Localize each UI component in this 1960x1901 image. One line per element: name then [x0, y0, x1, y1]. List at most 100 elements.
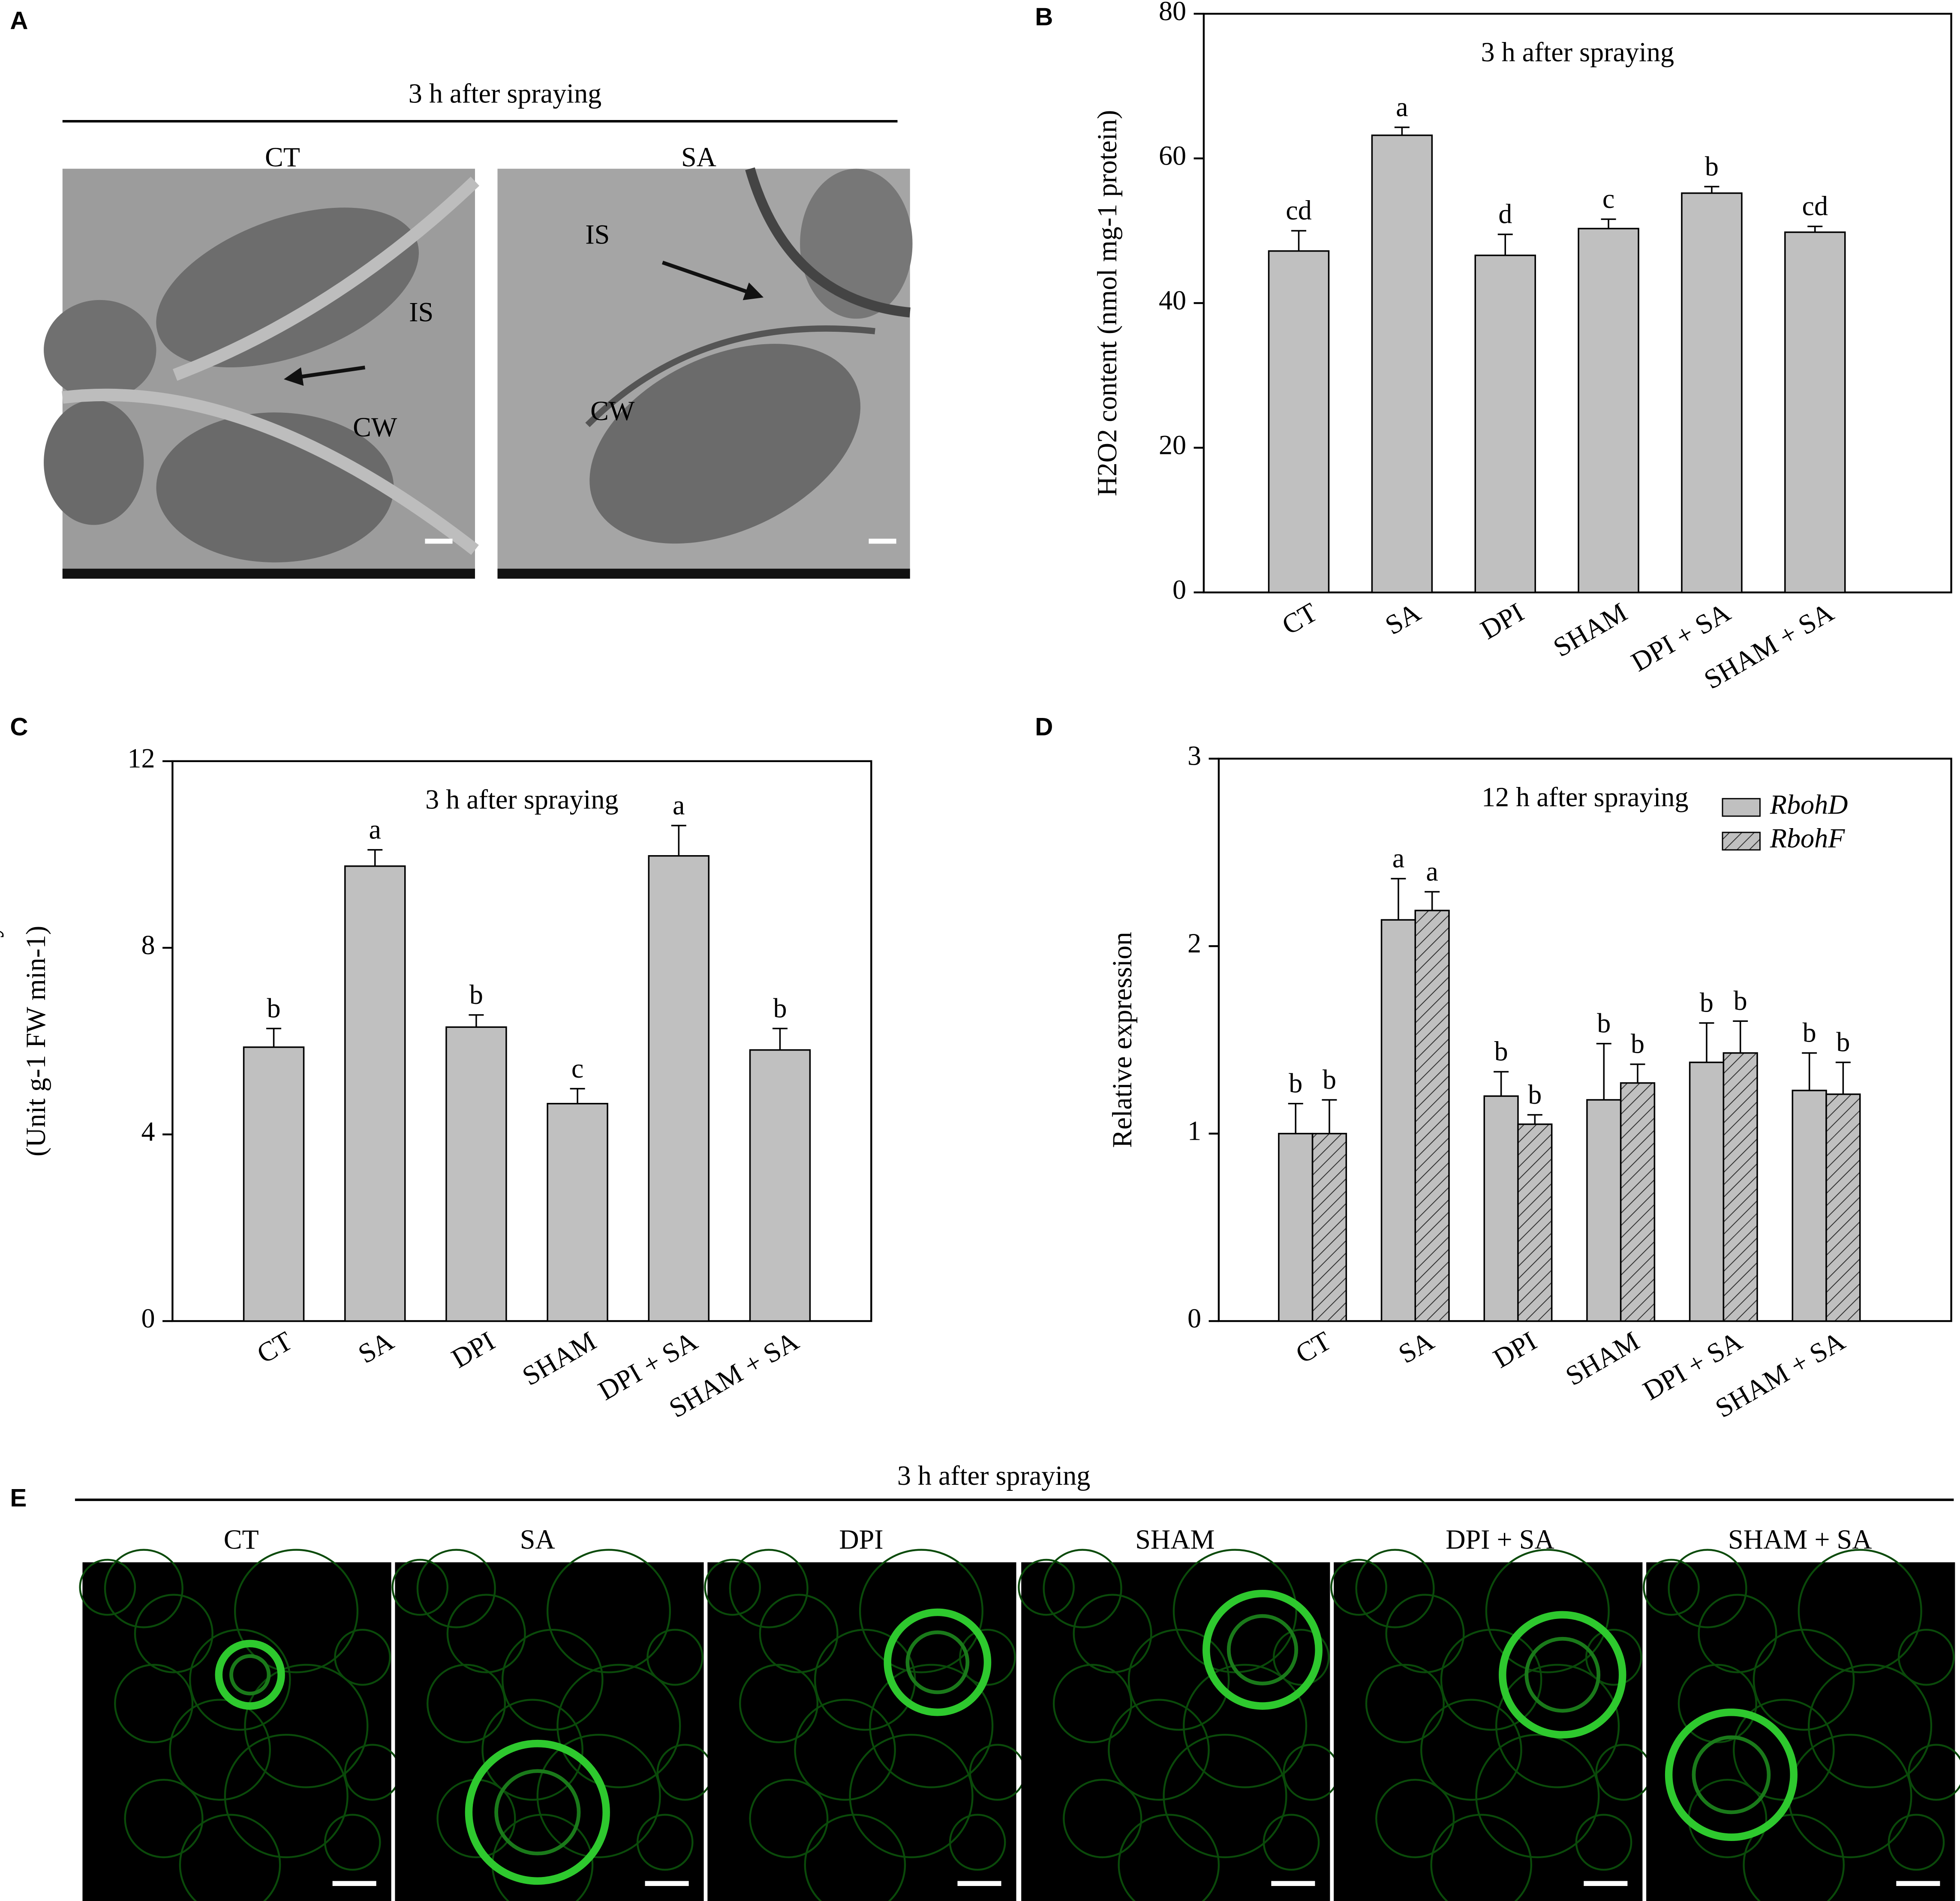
- vascular-ring: [884, 1608, 992, 1716]
- error-bar: [1704, 186, 1720, 193]
- y-axis-label: Cell wall Prx activity: [0, 924, 3, 1159]
- bar: [1474, 254, 1536, 593]
- bar: [1681, 192, 1743, 593]
- error-bar: [570, 1088, 585, 1104]
- cell: [234, 1549, 359, 1673]
- x-tick-label: DPI: [1488, 1325, 1542, 1374]
- cell: [1798, 1549, 1922, 1673]
- error-bar: [266, 1027, 282, 1048]
- cell: [1475, 1733, 1600, 1859]
- plot-frame: [1217, 757, 1952, 1322]
- panel-label: C: [10, 713, 28, 741]
- significance-letter: c: [1602, 183, 1614, 214]
- cell: [446, 1594, 526, 1673]
- cell: [1375, 1778, 1455, 1859]
- cell: [1183, 1664, 1308, 1788]
- image-annotation: CW: [353, 412, 397, 442]
- cell: [124, 1778, 204, 1859]
- bar: [648, 855, 710, 1322]
- cell: [1043, 1549, 1122, 1628]
- y-tick-label: 80: [1159, 0, 1186, 26]
- error-bar: [1802, 1052, 1817, 1091]
- cell: [1485, 1549, 1610, 1673]
- error-bar: [1596, 1042, 1611, 1100]
- x-tick-label: SHAM: [1548, 597, 1632, 663]
- vascular-ring: [215, 1640, 285, 1710]
- chart-title: 12 h after spraying: [1482, 782, 1689, 812]
- bar: [243, 1046, 305, 1322]
- significance-letter: b: [1289, 1068, 1302, 1099]
- cell: [546, 1549, 671, 1673]
- bar: [1517, 1123, 1553, 1322]
- y-axis-label: H2O2 content (nmol mg-1 protein): [1092, 110, 1122, 496]
- cell: [1668, 1549, 1747, 1628]
- significance-letter: a: [1396, 92, 1408, 122]
- error-bar: [1699, 1022, 1714, 1063]
- cell: [1743, 1814, 1845, 1901]
- image-label: SA: [681, 142, 716, 172]
- error-bar: [1527, 1114, 1542, 1124]
- cell: [1733, 1699, 1835, 1801]
- cell: [244, 1664, 369, 1788]
- panel-title: 3 h after spraying: [897, 1460, 1091, 1491]
- image: [707, 1562, 1016, 1901]
- vascular-core: [905, 1630, 970, 1694]
- image-label: SA: [520, 1524, 555, 1555]
- cell: [869, 1664, 994, 1788]
- y-tick-label: 0: [1172, 574, 1186, 605]
- cell: [1643, 1559, 1700, 1616]
- cell: [1908, 1744, 1960, 1801]
- significance-letter: b: [1323, 1064, 1336, 1095]
- cell: [759, 1594, 839, 1673]
- bar: [1792, 1090, 1827, 1322]
- cell: [169, 1699, 271, 1801]
- significance-letter: a: [369, 814, 381, 844]
- cell: [1273, 1629, 1330, 1686]
- y-tick-label: 60: [1159, 140, 1186, 171]
- significance-letter: b: [1700, 988, 1713, 1018]
- image-label: DPI + SA: [1446, 1524, 1554, 1555]
- significance-letter: c: [571, 1053, 583, 1084]
- significance-letter: b: [1597, 1008, 1611, 1039]
- cell: [179, 1814, 281, 1901]
- cell: [1385, 1594, 1465, 1673]
- bar: [1414, 910, 1450, 1322]
- significance-letter: b: [1803, 1017, 1816, 1048]
- y-tick-label: 0: [1187, 1303, 1201, 1333]
- significance-letter: a: [673, 790, 685, 820]
- cell: [1585, 1629, 1642, 1686]
- panel-label: B: [1035, 3, 1053, 31]
- cell: [729, 1549, 809, 1628]
- significance-letter: b: [773, 993, 787, 1023]
- legend-swatch: [1722, 832, 1761, 851]
- error-bar: [1288, 1102, 1303, 1134]
- cell: [1753, 1629, 1855, 1731]
- significance-letter: b: [1494, 1036, 1508, 1066]
- cell: [1063, 1778, 1142, 1859]
- significance-letter: b: [469, 979, 483, 1010]
- vascular-ring: [1665, 1708, 1798, 1841]
- scale-bar: [1271, 1881, 1315, 1886]
- significance-letter: a: [1392, 843, 1404, 874]
- significance-letter: b: [1836, 1027, 1850, 1057]
- error-bar: [469, 1014, 484, 1027]
- cell: [804, 1814, 906, 1901]
- panel-label: E: [10, 1484, 27, 1512]
- bar: [1278, 1132, 1314, 1322]
- scale-bar: [1896, 1881, 1940, 1886]
- image-label: SHAM: [1135, 1524, 1214, 1555]
- cell: [224, 1733, 349, 1859]
- cell: [1052, 1664, 1133, 1743]
- x-tick-label: SA: [1393, 1325, 1439, 1369]
- cell: [1018, 1559, 1075, 1616]
- bar: [749, 1049, 811, 1322]
- significance-letter: a: [1426, 856, 1438, 886]
- y-tick-label: 40: [1159, 285, 1186, 315]
- cell: [1575, 1814, 1632, 1871]
- error-bar: [1391, 878, 1406, 920]
- image-label: CT: [224, 1524, 259, 1555]
- bar: [1689, 1061, 1725, 1322]
- y-tick-label: 3: [1187, 741, 1201, 771]
- vascular-core: [1524, 1637, 1601, 1713]
